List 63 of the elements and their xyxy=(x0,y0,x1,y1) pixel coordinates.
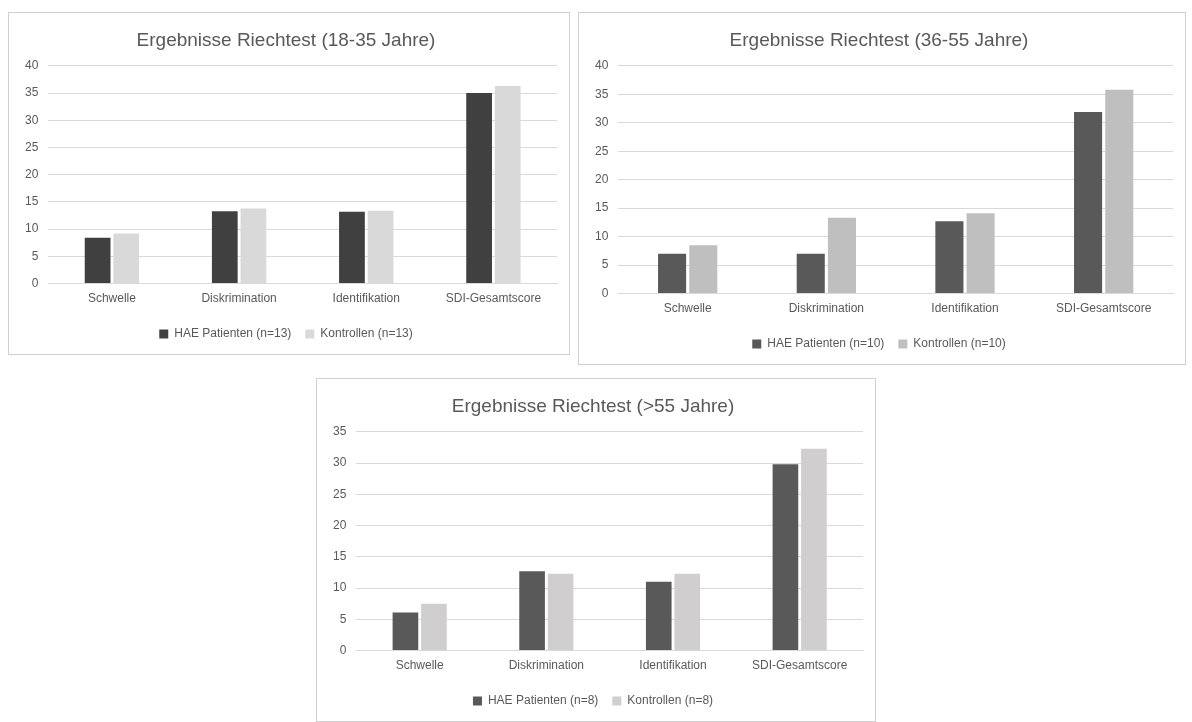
bar xyxy=(827,217,856,294)
y-tick-label: 35 xyxy=(24,85,39,100)
bar xyxy=(689,245,718,294)
y-tick-label: 35 xyxy=(594,86,609,101)
x-tick-label: Diskrimination xyxy=(201,291,277,306)
y-tick-label: 15 xyxy=(594,200,609,215)
x-tick-label: Identifikation xyxy=(931,301,999,316)
x-tick-label: Identifikation xyxy=(639,658,707,673)
y-tick-label: 20 xyxy=(594,172,609,187)
y-tick-label: 25 xyxy=(24,139,39,154)
y-tick-label: 5 xyxy=(31,248,39,263)
y-tick-label: 30 xyxy=(332,455,347,470)
y-tick-label: 20 xyxy=(24,167,39,182)
y-tick-label: 40 xyxy=(24,58,39,73)
x-tick-label: Schwelle xyxy=(395,658,445,673)
y-tick-label: 5 xyxy=(339,611,347,626)
x-tick-label: Diskrimination xyxy=(508,658,585,673)
y-tick-label: 10 xyxy=(24,221,39,236)
y-tick-label: 5 xyxy=(601,257,609,272)
y-tick-label: 10 xyxy=(594,228,609,243)
chart-title: Ergebnisse Riechtest (36-55 Jahre) xyxy=(729,28,1029,50)
bar xyxy=(519,571,545,651)
x-tick-label: SDI-Gesamtscore xyxy=(751,658,848,673)
x-tick-label: SDI-Gesamtscore xyxy=(1055,301,1152,316)
bar xyxy=(392,612,419,651)
x-tick-label: Schwelle xyxy=(87,291,137,306)
bar xyxy=(772,464,799,651)
bar xyxy=(966,213,995,294)
x-tick-label: Schwelle xyxy=(663,301,713,316)
bar xyxy=(1074,111,1103,294)
y-tick-label: 30 xyxy=(24,112,39,127)
y-tick-label: 10 xyxy=(332,580,347,595)
y-tick-label: 40 xyxy=(594,58,609,73)
x-tick-label: SDI-Gesamtscore xyxy=(445,291,542,306)
bar xyxy=(466,93,492,284)
legend-label: HAE Patienten (n=8) xyxy=(487,693,599,708)
y-tick-label: 30 xyxy=(594,115,609,130)
chart-title: Ergebnisse Riechtest (18-35 Jahre) xyxy=(136,28,436,50)
y-tick-label: 0 xyxy=(339,642,347,657)
y-tick-label: 20 xyxy=(332,517,347,532)
legend-label: HAE Patienten (n=13) xyxy=(174,326,292,341)
bar xyxy=(84,237,111,284)
y-tick-label: 15 xyxy=(24,194,39,209)
legend-label: HAE Patienten (n=10) xyxy=(767,336,885,351)
y-tick-label: 0 xyxy=(601,285,609,300)
x-tick-label: Diskrimination xyxy=(788,301,865,316)
bar xyxy=(339,211,365,284)
legend-label: Kontrollen (n=10) xyxy=(913,336,1006,351)
legend-label: Kontrollen (n=8) xyxy=(627,693,714,708)
x-tick-label: Identifikation xyxy=(332,291,400,306)
y-tick-label: 15 xyxy=(332,549,347,564)
legend-label: Kontrollen (n=13) xyxy=(320,326,413,341)
y-tick-label: 25 xyxy=(594,143,609,158)
y-tick-label: 25 xyxy=(332,486,347,501)
bar xyxy=(658,253,687,294)
y-tick-label: 35 xyxy=(332,424,347,439)
bar xyxy=(1105,89,1134,294)
bar xyxy=(796,253,825,294)
bar xyxy=(645,581,672,651)
y-tick-label: 0 xyxy=(31,275,39,290)
chart-title: Ergebnisse Riechtest (>55 Jahre) xyxy=(451,394,735,416)
bar xyxy=(211,211,238,284)
bar xyxy=(935,221,964,294)
